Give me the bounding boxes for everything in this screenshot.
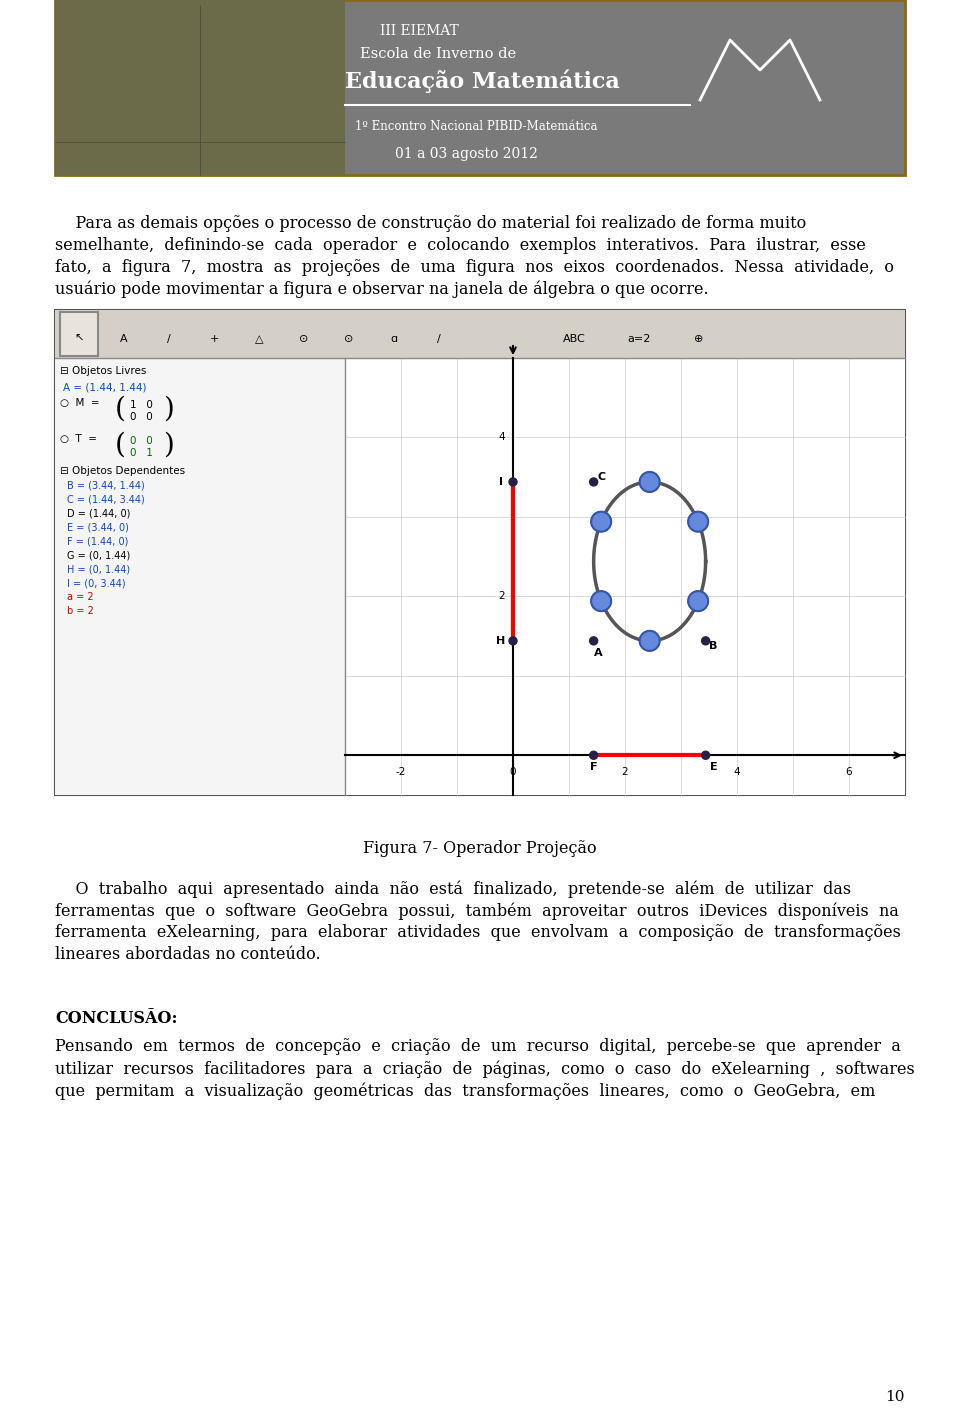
Text: +: +	[209, 334, 219, 344]
Bar	[55, 358, 345, 794]
Bar	[55, 0, 905, 175]
Text: ABC: ABC	[563, 334, 586, 344]
Text: H = (0, 1.44): H = (0, 1.44)	[67, 564, 131, 574]
Text: D = (1.44, 0): D = (1.44, 0)	[67, 508, 131, 518]
Circle shape	[589, 751, 598, 759]
Text: /: /	[167, 334, 171, 344]
Text: 01 a 03 agosto 2012: 01 a 03 agosto 2012	[395, 147, 538, 161]
Text: a=2: a=2	[627, 334, 651, 344]
Circle shape	[639, 631, 660, 650]
Circle shape	[688, 591, 708, 611]
Text: 2: 2	[498, 591, 505, 601]
Text: ferramenta  eXelearning,  para  elaborar  atividades  que  envolvam  a  composiç: ferramenta eXelearning, para elaborar at…	[55, 924, 900, 941]
Text: ⊙: ⊙	[300, 334, 309, 344]
Text: G = (0, 1.44): G = (0, 1.44)	[67, 550, 131, 560]
Text: E: E	[709, 762, 717, 772]
Text: 2: 2	[622, 768, 628, 777]
Text: lineares abordadas no conteúdo.: lineares abordadas no conteúdo.	[55, 945, 321, 962]
Circle shape	[688, 512, 708, 532]
Circle shape	[589, 478, 598, 485]
Text: (: (	[115, 432, 126, 459]
Text: 1º Encontro Nacional PIBID-Matemática: 1º Encontro Nacional PIBID-Matemática	[355, 120, 597, 133]
Text: -2: -2	[396, 768, 406, 777]
Text: △: △	[254, 334, 263, 344]
Text: A = (1.44, 1.44): A = (1.44, 1.44)	[63, 382, 147, 392]
Bar	[55, 310, 905, 794]
Text: ): )	[163, 432, 174, 459]
Circle shape	[509, 636, 517, 645]
Text: 10: 10	[885, 1390, 905, 1404]
Circle shape	[591, 591, 612, 611]
Text: 4: 4	[498, 432, 505, 443]
Text: 1   0: 1 0	[130, 399, 153, 411]
Text: utilizar  recursos  facilitadores  para  a  criação  de  páginas,  como  o  caso: utilizar recursos facilitadores para a c…	[55, 1060, 915, 1078]
Text: 0   0: 0 0	[130, 412, 153, 422]
Text: que  permitam  a  visualização  geométricas  das  transformações  lineares,  com: que permitam a visualização geométricas …	[55, 1082, 876, 1099]
Text: Escola de Inverno de: Escola de Inverno de	[360, 47, 516, 61]
Circle shape	[589, 636, 598, 645]
Text: ⊙: ⊙	[345, 334, 353, 344]
Text: 4: 4	[733, 768, 740, 777]
Text: ○  M  =: ○ M =	[60, 398, 100, 408]
Circle shape	[702, 636, 709, 645]
Text: ○  T  =: ○ T =	[60, 435, 97, 444]
Text: 0: 0	[510, 768, 516, 777]
Bar	[55, 310, 905, 358]
Text: CONCLUSÃO:: CONCLUSÃO:	[55, 1010, 178, 1027]
Text: b = 2: b = 2	[67, 605, 94, 617]
Text: I = (0, 3.44): I = (0, 3.44)	[67, 579, 126, 588]
Text: ⊕: ⊕	[694, 334, 704, 344]
Circle shape	[591, 512, 612, 532]
Text: A: A	[120, 334, 128, 344]
Text: III EIEMAT: III EIEMAT	[380, 24, 459, 38]
Bar	[55, 0, 345, 175]
Text: C = (1.44, 3.44): C = (1.44, 3.44)	[67, 494, 145, 504]
Text: E = (3.44, 0): E = (3.44, 0)	[67, 522, 129, 532]
Text: C: C	[597, 471, 606, 483]
Text: semelhante,  definindo-se  cada  operador  e  colocando  exemplos  interativos. : semelhante, definindo-se cada operador e…	[55, 237, 866, 254]
Text: I: I	[499, 477, 503, 487]
Text: ferramentas  que  o  software  GeoGebra  possui,  também  aproveitar  outros  iD: ferramentas que o software GeoGebra poss…	[55, 902, 899, 920]
Text: Para as demais opções o processo de construção do material foi realizado de form: Para as demais opções o processo de cons…	[55, 214, 806, 231]
Text: ⊟ Objetos Livres: ⊟ Objetos Livres	[60, 365, 146, 375]
Text: ɑ: ɑ	[391, 334, 397, 344]
Bar	[345, 358, 905, 794]
Circle shape	[509, 478, 517, 485]
Text: 0   0: 0 0	[130, 436, 153, 446]
Bar	[60, 312, 98, 356]
Text: A: A	[594, 648, 603, 658]
Text: usuário pode movimentar a figura e observar na janela de álgebra o que ocorre.: usuário pode movimentar a figura e obser…	[55, 281, 708, 299]
Text: Pensando  em  termos  de  concepção  e  criação  de  um  recurso  digital,  perc: Pensando em termos de concepção e criaçã…	[55, 1038, 900, 1055]
Text: ): )	[163, 396, 174, 423]
Text: ⊟ Objetos Dependentes: ⊟ Objetos Dependentes	[60, 466, 185, 476]
Text: F: F	[589, 762, 597, 772]
Text: B: B	[709, 641, 718, 650]
Text: O  trabalho  aqui  apresentado  ainda  não  está  finalizado,  pretende-se  além: O trabalho aqui apresentado ainda não es…	[55, 880, 852, 897]
Text: 6: 6	[846, 768, 852, 777]
Text: /: /	[437, 334, 441, 344]
Text: 0   1: 0 1	[130, 449, 153, 459]
Text: Educação Matemática: Educação Matemática	[345, 69, 620, 93]
Text: a = 2: a = 2	[67, 593, 94, 602]
Text: F = (1.44, 0): F = (1.44, 0)	[67, 536, 129, 546]
Text: H: H	[496, 636, 506, 646]
Text: fato,  a  figura  7,  mostra  as  projeções  de  uma  figura  nos  eixos  coorde: fato, a figura 7, mostra as projeções de…	[55, 260, 894, 277]
Circle shape	[639, 471, 660, 492]
Text: Figura 7- Operador Projeção: Figura 7- Operador Projeção	[363, 840, 597, 856]
Text: (: (	[115, 396, 126, 423]
Text: B = (3.44, 1.44): B = (3.44, 1.44)	[67, 480, 145, 490]
Circle shape	[702, 751, 709, 759]
Text: ↖: ↖	[74, 334, 84, 344]
